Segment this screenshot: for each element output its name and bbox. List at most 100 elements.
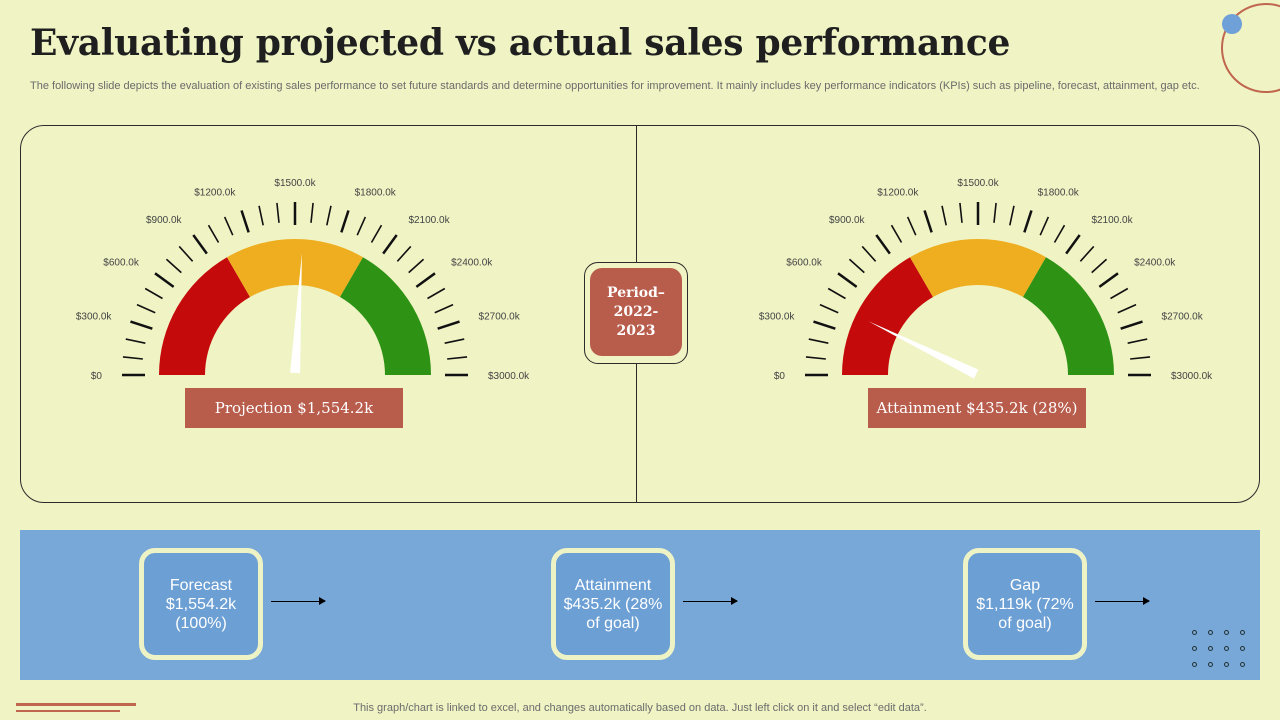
gauge-2-tick-label: $1200.0k: [877, 187, 919, 198]
gauge-2-tick: [890, 224, 903, 243]
gauge-2-tick: [861, 245, 877, 262]
gauge-1-tick: [223, 216, 234, 236]
gauge-2-tick: [1023, 210, 1033, 233]
decorative-dot: [1192, 630, 1197, 635]
decorative-dot: [1240, 646, 1245, 651]
gauge-2-tick: [1098, 272, 1119, 288]
gauge-2-tick: [875, 234, 891, 255]
period-line-1: Period–: [607, 284, 665, 301]
gauge-2-needle: [868, 321, 979, 379]
attainment-label: Attainment $435.2k (28%): [868, 388, 1086, 428]
attainment-kpi-title: Attainment: [574, 576, 652, 594]
gauge-1-tick: [447, 356, 468, 360]
gauge-2-tick: [1127, 338, 1148, 344]
gauge-2-tick-label: $1800.0k: [1038, 187, 1080, 198]
gauge-2-tick: [993, 202, 997, 223]
gauge-1-tick: [125, 338, 146, 344]
gauge-2-tick: [1120, 320, 1143, 330]
gauge-1-tick: [370, 224, 383, 243]
gauge-1-tick: [258, 205, 264, 226]
gauge-1-tick-label: $2400.0k: [451, 258, 493, 269]
gauge-2-tick-label: $2400.0k: [1134, 258, 1176, 269]
gauge-1-tick: [136, 303, 156, 314]
attainment-kpi-share: of goal): [586, 614, 640, 632]
gauge-2-tick: [959, 202, 963, 223]
gauge-1-tick: [340, 210, 350, 233]
gauge-2-tick: [1009, 205, 1015, 226]
decorative-dot: [1222, 14, 1242, 34]
gauge-2-tick: [1130, 356, 1151, 360]
decorative-line: [16, 703, 136, 706]
period-badge: Period– 2022- 2023: [590, 268, 682, 356]
gauge-2-tick: [1065, 234, 1081, 255]
gauge-2-band-2: [910, 239, 1046, 298]
gauge-1-tick-label: $900.0k: [146, 215, 183, 226]
gauge-1-tick-label: $1800.0k: [355, 187, 397, 198]
gauge-1-tick: [276, 202, 280, 223]
gauge-2-tick: [819, 303, 839, 314]
footer-note: This graph/chart is linked to excel, and…: [353, 702, 927, 714]
gauge-1-tick-label: $600.0k: [103, 258, 140, 269]
arrow-right-icon: [683, 597, 738, 605]
decorative-dot: [1224, 646, 1229, 651]
gauge-1-tick: [437, 320, 460, 330]
gap-kpi-share: of goal): [998, 614, 1052, 632]
gauge-2-tick-label: $300.0k: [759, 311, 796, 322]
gauge-2-tick: [813, 320, 836, 330]
gauge-2-tick: [837, 272, 858, 288]
forecast-kpi-value: $1,554.2k: [165, 595, 237, 613]
gauge-2-tick: [1053, 224, 1066, 243]
gauge-1-tick: [165, 258, 182, 274]
gauge-2-band-1: [842, 257, 933, 375]
gauge-1-tick: [326, 205, 332, 226]
attainment-kpi-card: Attainment $435.2k (28% of goal): [551, 548, 675, 660]
decorative-dot: [1240, 630, 1245, 635]
gauge-2-tick: [923, 210, 933, 233]
attainment-kpi-value: $435.2k (28%: [563, 595, 663, 613]
forecast-kpi-card: Forecast $1,554.2k (100%): [139, 548, 263, 660]
gauge-2-tick: [1110, 287, 1129, 300]
gauge-panel: [20, 125, 1260, 503]
gauge-1-band-3: [340, 257, 431, 375]
gauge-1-tick: [144, 287, 163, 300]
decorative-dot: [1208, 630, 1213, 635]
gauge-1-tick-label: $1200.0k: [194, 187, 236, 198]
gap-kpi-value: $1,119k (72%: [976, 595, 1074, 613]
dot-grid-decoration: [1192, 630, 1252, 674]
gauge-2-tick-label: $0: [774, 371, 786, 382]
gauge-1-tick: [310, 202, 314, 223]
gauge-1-tick: [207, 224, 220, 243]
gauge-2-tick-label: $2700.0k: [1162, 311, 1204, 322]
gauge-2-tick-label: $900.0k: [829, 215, 866, 226]
gauge-2-tick: [1117, 303, 1137, 314]
decorative-line: [16, 710, 120, 712]
gauge-1-tick-label: $2100.0k: [408, 215, 450, 226]
gauge-1-tick: [444, 338, 465, 344]
projection-label: Projection $1,554.2k: [185, 388, 403, 428]
gauge-1-tick-label: $3000.0k: [488, 371, 530, 382]
gap-kpi-title: Gap: [1009, 576, 1041, 594]
period-line-3: 2023: [616, 322, 656, 339]
decorative-dot: [1192, 646, 1197, 651]
gap-kpi-card: Gap $1,119k (72% of goal): [963, 548, 1087, 660]
gauge-1-band-2: [227, 239, 363, 298]
gauge-2-tick: [941, 205, 947, 226]
gauge-2-tick: [808, 338, 829, 344]
arrow-right-icon: [271, 597, 326, 605]
decorative-dot: [1240, 662, 1245, 667]
gauge-1-tick: [434, 303, 454, 314]
forecast-kpi-share: (100%): [175, 614, 227, 632]
gauge-2-tick: [906, 216, 917, 236]
gauge-1-tick: [122, 356, 143, 360]
decorative-dot: [1208, 646, 1213, 651]
gauge-2-tick-label: $2100.0k: [1091, 215, 1133, 226]
gauge-1-tick: [415, 272, 436, 288]
gauge-1-tick-label: $0: [91, 371, 103, 382]
gauge-1-tick: [356, 216, 367, 236]
page-subtitle: The following slide depicts the evaluati…: [30, 80, 1200, 92]
gauge-1-tick: [154, 272, 175, 288]
gauge-1-tick: [396, 245, 412, 262]
forecast-kpi-title: Forecast: [169, 576, 233, 594]
page-title: Evaluating projected vs actual sales per…: [30, 22, 1011, 64]
